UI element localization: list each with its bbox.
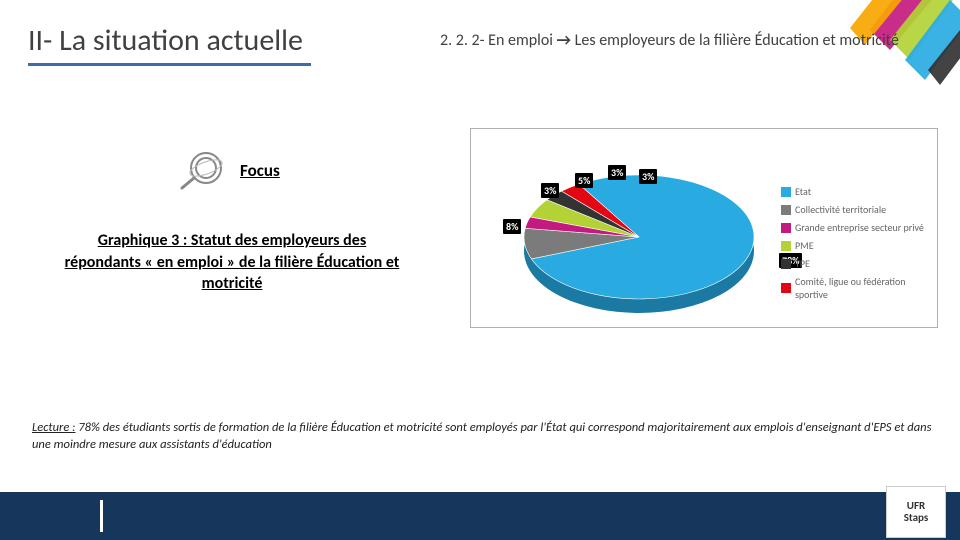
slice-label: 3% — [639, 169, 657, 184]
legend-item: PME — [781, 239, 937, 252]
slice-label: 8% — [503, 219, 521, 234]
legend-swatch — [781, 187, 791, 197]
subtitle-pre: 2. 2. 2- En emploi — [440, 31, 557, 50]
legend-label: PME — [795, 239, 814, 252]
legend-label: Comité, ligue ou fédération sportive — [795, 275, 937, 301]
legend-swatch — [781, 283, 791, 293]
logo: UFR Staps — [886, 486, 946, 538]
legend-label: Collectivité territoriale — [795, 203, 886, 216]
legend-swatch — [781, 205, 791, 215]
legend-label: TPE — [795, 257, 810, 270]
legend-item: Etat — [781, 185, 937, 198]
legend-label: Grande entreprise secteur privé — [795, 221, 924, 234]
slice-label: 3% — [608, 165, 626, 180]
pie-chart: 78%8%3%5%3%3% EtatCollectivité territori… — [470, 128, 938, 328]
lecture-lead: Lecture : — [32, 420, 75, 435]
lecture-note: Lecture : 78% des étudiants sortis de fo… — [32, 420, 932, 454]
footer-bar: UFR Staps — [0, 492, 960, 540]
legend-label: Etat — [795, 185, 811, 198]
legend-item: Comité, ligue ou fédération sportive — [781, 275, 937, 301]
focus-block: Focus — [180, 150, 280, 190]
main-title: II- La situation actuelle — [28, 22, 311, 66]
pie-svg — [489, 151, 769, 321]
subtitle: 2. 2. 2- En emploi → Les employeurs de l… — [440, 30, 900, 52]
slice-label: 3% — [541, 183, 559, 198]
subtitle-post: Les employeurs de la filière Éducation e… — [571, 31, 899, 50]
legend-item: TPE — [781, 257, 937, 270]
legend-swatch — [781, 259, 791, 269]
lecture-body: 78% des étudiants sortis de formation de… — [32, 420, 931, 452]
magnifier-icon — [180, 150, 232, 190]
logo-line2: Staps — [904, 512, 929, 524]
legend-item: Collectivité territoriale — [781, 203, 937, 216]
legend-item: Grande entreprise secteur privé — [781, 221, 937, 234]
legend-swatch — [781, 223, 791, 233]
footer-accent — [100, 500, 103, 532]
focus-label: Focus — [240, 160, 280, 181]
pie-wrap: 78%8%3%5%3%3% — [489, 151, 769, 321]
chart-legend: Etat Collectivité territoriale Grande entr… — [781, 185, 937, 306]
chart-caption: Graphique 3 : Statut des employeurs des … — [62, 230, 402, 295]
arrow-icon: → — [557, 31, 571, 50]
slice-label: 5% — [575, 173, 593, 188]
legend-swatch — [781, 241, 791, 251]
